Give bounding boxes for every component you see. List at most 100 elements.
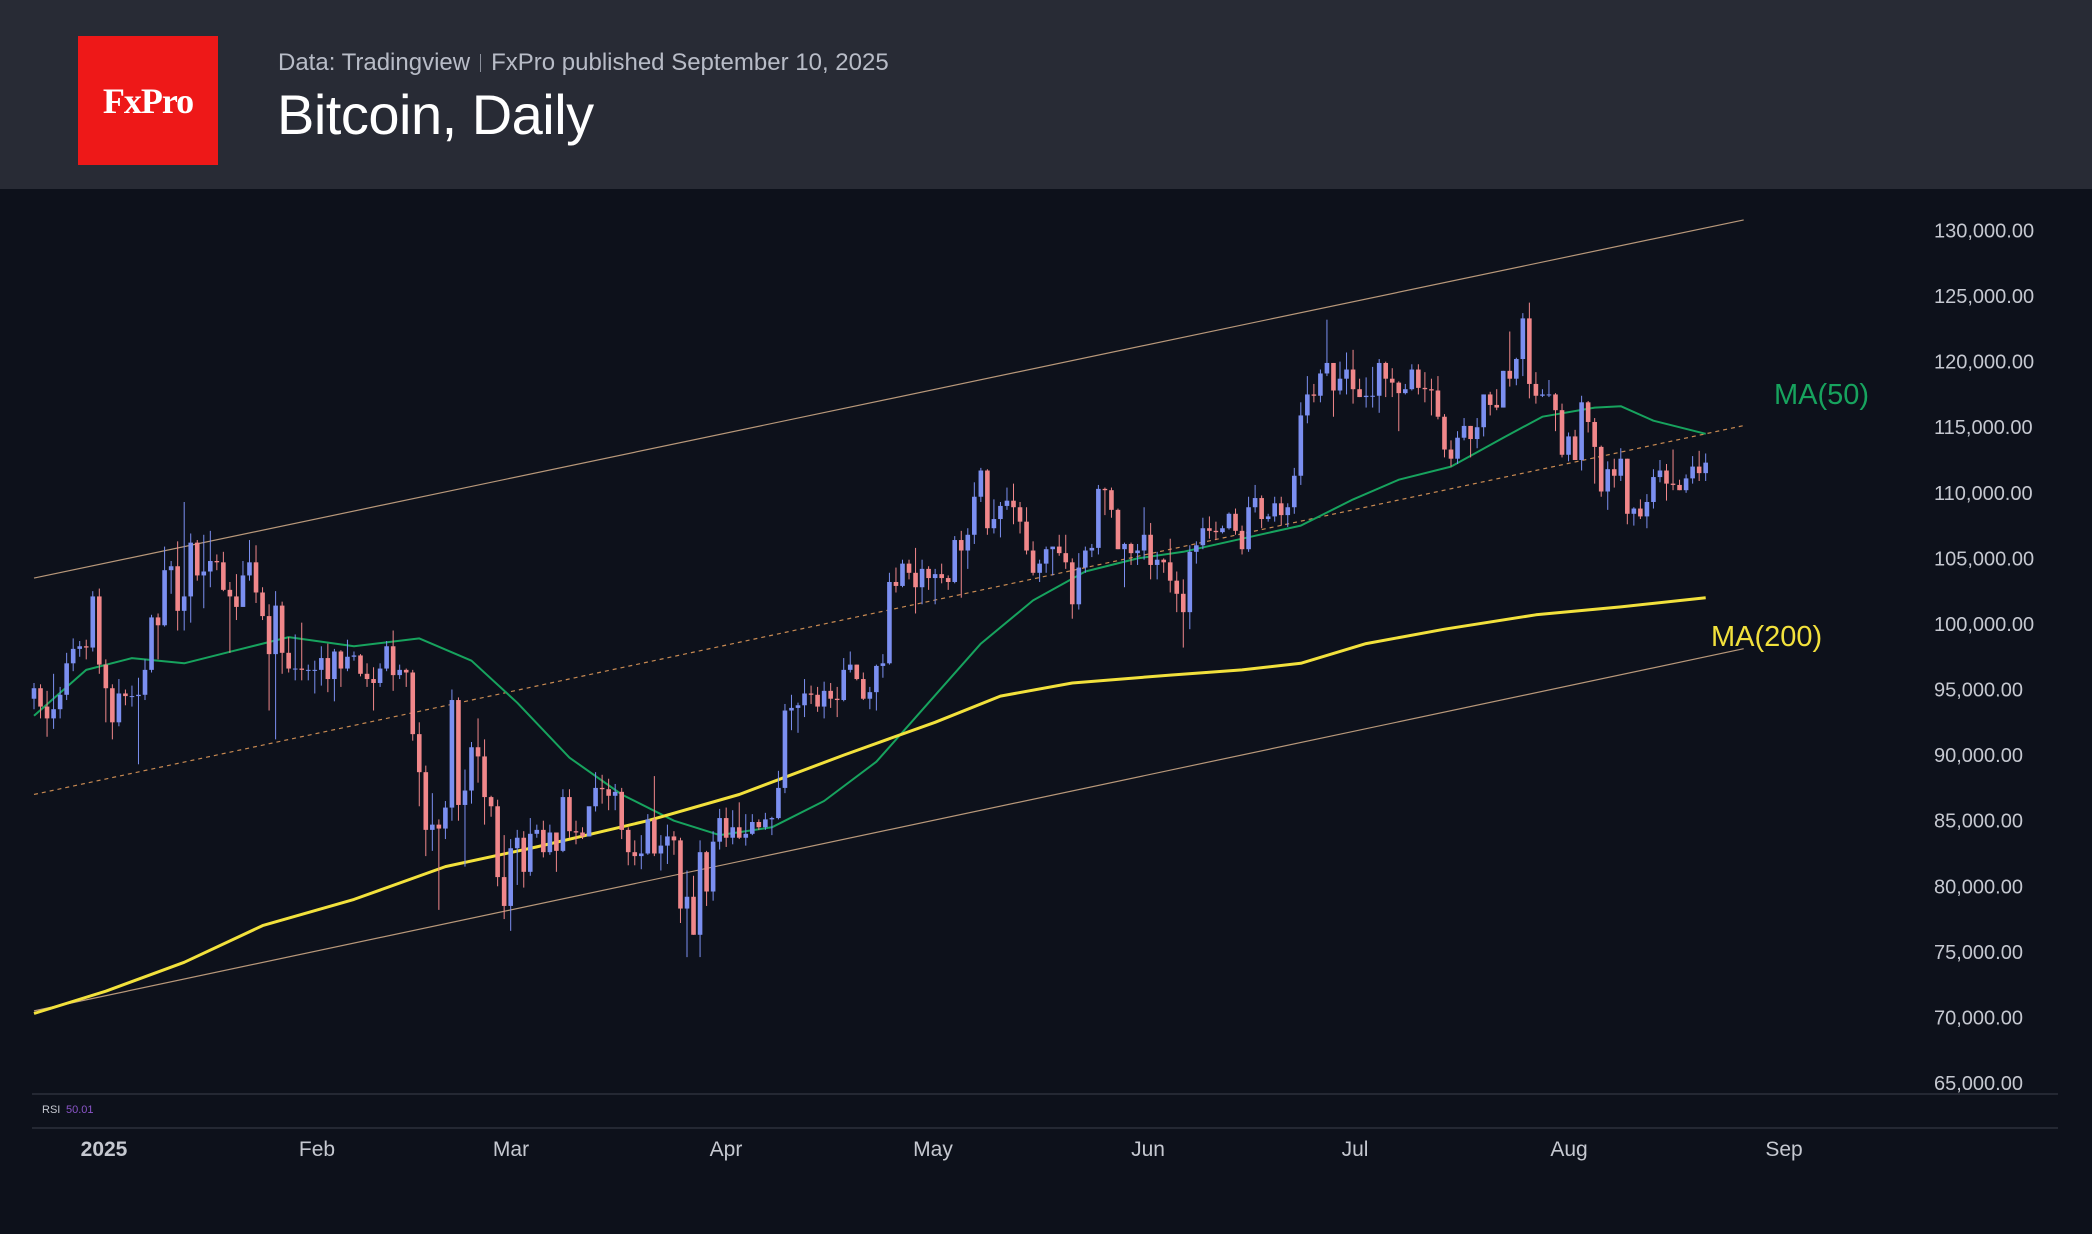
candle-body: [345, 656, 350, 669]
candle-body: [1141, 534, 1147, 551]
candle-body: [1540, 394, 1545, 396]
candle: [469, 742, 474, 804]
candle: [488, 795, 494, 817]
candle: [1037, 559, 1042, 582]
candle-body: [1527, 318, 1532, 384]
candle: [841, 658, 847, 702]
candle: [1429, 378, 1434, 416]
candle-body: [847, 664, 853, 670]
candle: [1239, 525, 1245, 555]
candle-body: [1644, 501, 1650, 517]
candle: [1409, 364, 1415, 391]
candle-body: [743, 833, 749, 838]
candle: [1455, 431, 1460, 464]
candle-body: [776, 787, 781, 819]
candle-body: [181, 596, 187, 611]
candle: [730, 810, 736, 845]
candle: [325, 643, 331, 693]
candle: [1670, 449, 1676, 491]
candle-body: [527, 833, 533, 872]
candle: [1376, 359, 1382, 413]
candle-body: [697, 852, 703, 935]
candle-body: [1200, 528, 1206, 546]
candle-body: [547, 832, 553, 853]
candle-body: [175, 566, 180, 611]
candle-body: [168, 566, 174, 571]
candle-body: [247, 562, 252, 576]
candle: [945, 575, 951, 590]
candle-body: [1533, 383, 1539, 396]
candle: [736, 802, 742, 840]
candle-body: [1605, 469, 1611, 492]
candle: [1024, 507, 1029, 555]
candle: [1703, 453, 1708, 482]
candle: [1083, 546, 1088, 573]
candle-body: [926, 568, 931, 579]
candle-body: [462, 790, 468, 805]
candle: [1180, 579, 1186, 648]
candle-body: [97, 596, 102, 665]
candle-body: [593, 787, 598, 807]
candle-body: [919, 568, 925, 588]
candle: [403, 668, 409, 687]
candle: [1265, 513, 1271, 522]
candle: [1056, 534, 1062, 556]
candle: [1043, 546, 1049, 573]
candle-body: [580, 832, 585, 837]
candle: [547, 824, 553, 855]
candle-body: [475, 747, 481, 757]
candle: [534, 824, 540, 838]
candle-body: [1017, 507, 1023, 522]
candle-body: [1324, 362, 1330, 374]
candle: [1690, 456, 1695, 484]
candle-body: [1207, 528, 1212, 531]
candle-body: [116, 693, 122, 723]
candle: [652, 776, 657, 857]
candle-body: [802, 693, 807, 706]
candle: [358, 654, 363, 677]
candle-body: [64, 663, 69, 695]
candle-body: [861, 679, 866, 699]
candle-body: [612, 791, 618, 796]
candle: [1213, 521, 1219, 541]
candle: [129, 685, 135, 707]
candle: [697, 840, 703, 958]
candle: [1207, 516, 1212, 539]
candle-body: [123, 693, 128, 697]
candle: [1167, 538, 1173, 593]
candle-body: [1703, 462, 1708, 474]
candle-body: [410, 672, 416, 735]
y-tick-label: 90,000.00: [1934, 745, 2023, 767]
candle-body: [1448, 449, 1454, 459]
candle-body: [495, 806, 500, 878]
candle: [116, 679, 122, 727]
candle-body: [1442, 416, 1447, 450]
candle-body: [90, 596, 96, 648]
candle-body: [652, 819, 657, 854]
candle-body: [1435, 390, 1441, 417]
candle: [31, 682, 37, 710]
candle: [926, 566, 931, 590]
candle-body: [162, 570, 167, 626]
candle-body: [932, 574, 938, 579]
candle: [704, 850, 709, 906]
candle-body: [1056, 546, 1062, 554]
y-tick-label: 70,000.00: [1934, 1007, 2023, 1029]
y-tick-label: 120,000.00: [1934, 352, 2034, 374]
candle-body: [1148, 534, 1153, 565]
candle-body: [1696, 466, 1702, 474]
candle-body: [1572, 436, 1578, 461]
candle: [286, 637, 291, 673]
candle: [1161, 558, 1166, 573]
candle-body: [985, 470, 990, 529]
candle-body: [1174, 580, 1180, 594]
candle: [266, 604, 272, 711]
candle: [919, 559, 925, 605]
candle: [710, 831, 716, 901]
rsi-value: 50.01: [66, 1104, 94, 1116]
candle: [1115, 508, 1121, 550]
candle-body: [821, 690, 827, 707]
candle: [1011, 483, 1016, 525]
candle-body: [900, 563, 905, 586]
candle-body: [449, 700, 455, 808]
